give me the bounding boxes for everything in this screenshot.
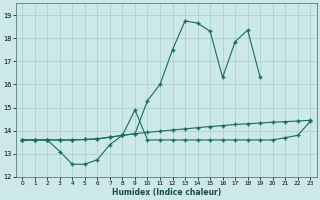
X-axis label: Humidex (Indice chaleur): Humidex (Indice chaleur)	[112, 188, 221, 197]
